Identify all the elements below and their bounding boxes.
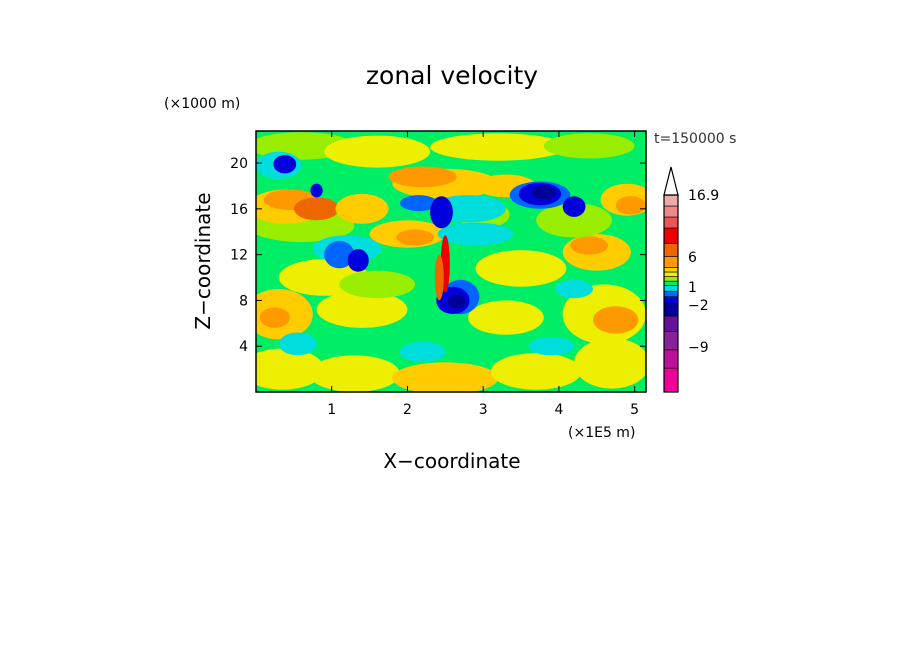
contour-region — [434, 254, 444, 301]
contour-region — [562, 196, 586, 217]
colorbar-swatch — [663, 243, 679, 257]
x-tick-label: 1 — [327, 402, 336, 418]
y-tick-label: 4 — [239, 339, 248, 355]
contour-region — [316, 291, 408, 328]
colorbar-swatch — [663, 216, 679, 229]
x-tick-label: 4 — [554, 402, 563, 418]
contour-region — [555, 279, 593, 299]
contour-region — [278, 332, 317, 356]
colorbar-label: 16.9 — [688, 188, 719, 204]
colorbar-swatch — [663, 302, 679, 317]
colorbar-swatch — [663, 296, 679, 304]
y-unit-label: (×1000 m) — [164, 96, 240, 112]
contour-region — [536, 203, 612, 238]
contour-region — [388, 166, 457, 188]
contour-region — [574, 338, 646, 389]
colorbar-swatch — [663, 280, 679, 287]
colorbar-label: −9 — [688, 340, 709, 356]
contour-region — [543, 133, 635, 159]
contour-region — [259, 307, 290, 328]
chart-title: zonal velocity — [366, 61, 538, 90]
contour-region — [615, 196, 646, 215]
contour-region — [324, 135, 431, 168]
y-tick-label: 12 — [230, 248, 248, 264]
x-axis-ticks: 1 2 3 4 5 — [327, 131, 639, 418]
x-tick-label: 3 — [479, 402, 488, 418]
colorbar-swatch — [663, 194, 679, 207]
contour-region — [347, 249, 369, 272]
colorbar-swatch — [663, 256, 679, 268]
y-tick-label: 16 — [230, 202, 248, 218]
colorbar-swatch — [663, 290, 679, 298]
colorbar: 16.9 6 1 −2 −9 — [663, 166, 719, 393]
colorbar-swatch — [663, 315, 679, 332]
x-tick-label: 5 — [630, 402, 639, 418]
contour-region — [335, 193, 389, 224]
contour-region — [490, 353, 582, 390]
colorbar-label: 6 — [688, 250, 697, 266]
x-tick-label: 2 — [403, 402, 412, 418]
contour-region — [430, 196, 453, 229]
contour-region — [570, 236, 609, 255]
contour-region — [593, 306, 639, 334]
colorbar-swatch — [663, 331, 679, 351]
y-tick-label: 8 — [239, 293, 248, 309]
colorbar-extend-arrow — [663, 166, 679, 196]
contour-region — [531, 185, 556, 200]
colorbar-swatch — [663, 271, 679, 277]
colorbar-swatch — [663, 349, 679, 369]
contour-region — [475, 250, 567, 287]
contour-region — [256, 348, 325, 390]
contour-region — [430, 133, 567, 161]
contour-region — [273, 155, 297, 174]
contour-region — [528, 337, 574, 356]
contour-region — [324, 240, 355, 269]
contour-region — [310, 183, 323, 198]
colorbar-swatch — [663, 276, 679, 282]
colorbar-swatch — [663, 227, 679, 244]
contour-region — [399, 195, 438, 212]
colorbar-label: 1 — [688, 280, 697, 296]
contour-region — [396, 229, 434, 246]
x-unit-label: (×1E5 m) — [568, 425, 635, 441]
plot-frame — [255, 130, 647, 393]
contour-region — [309, 355, 400, 392]
contour-region — [447, 294, 466, 309]
y-axis-ticks: 4 8 12 16 20 — [230, 156, 646, 355]
contour-region — [392, 362, 499, 392]
contour-region — [468, 300, 544, 335]
contour-region — [293, 197, 340, 221]
colorbar-label: −2 — [688, 298, 709, 314]
time-label: t=150000 s — [654, 131, 736, 147]
y-axis-label: Z−coordinate — [191, 192, 215, 329]
contour-region — [437, 222, 514, 246]
colorbar-swatch — [663, 367, 679, 393]
colorbar-swatch — [663, 267, 679, 273]
contour-region — [399, 341, 446, 363]
contour-region — [339, 270, 416, 299]
y-tick-label: 20 — [230, 156, 248, 172]
colorbar-swatch — [663, 285, 679, 292]
contour-field — [256, 131, 646, 392]
x-axis-label: X−coordinate — [383, 449, 520, 473]
colorbar-swatch — [663, 205, 679, 218]
